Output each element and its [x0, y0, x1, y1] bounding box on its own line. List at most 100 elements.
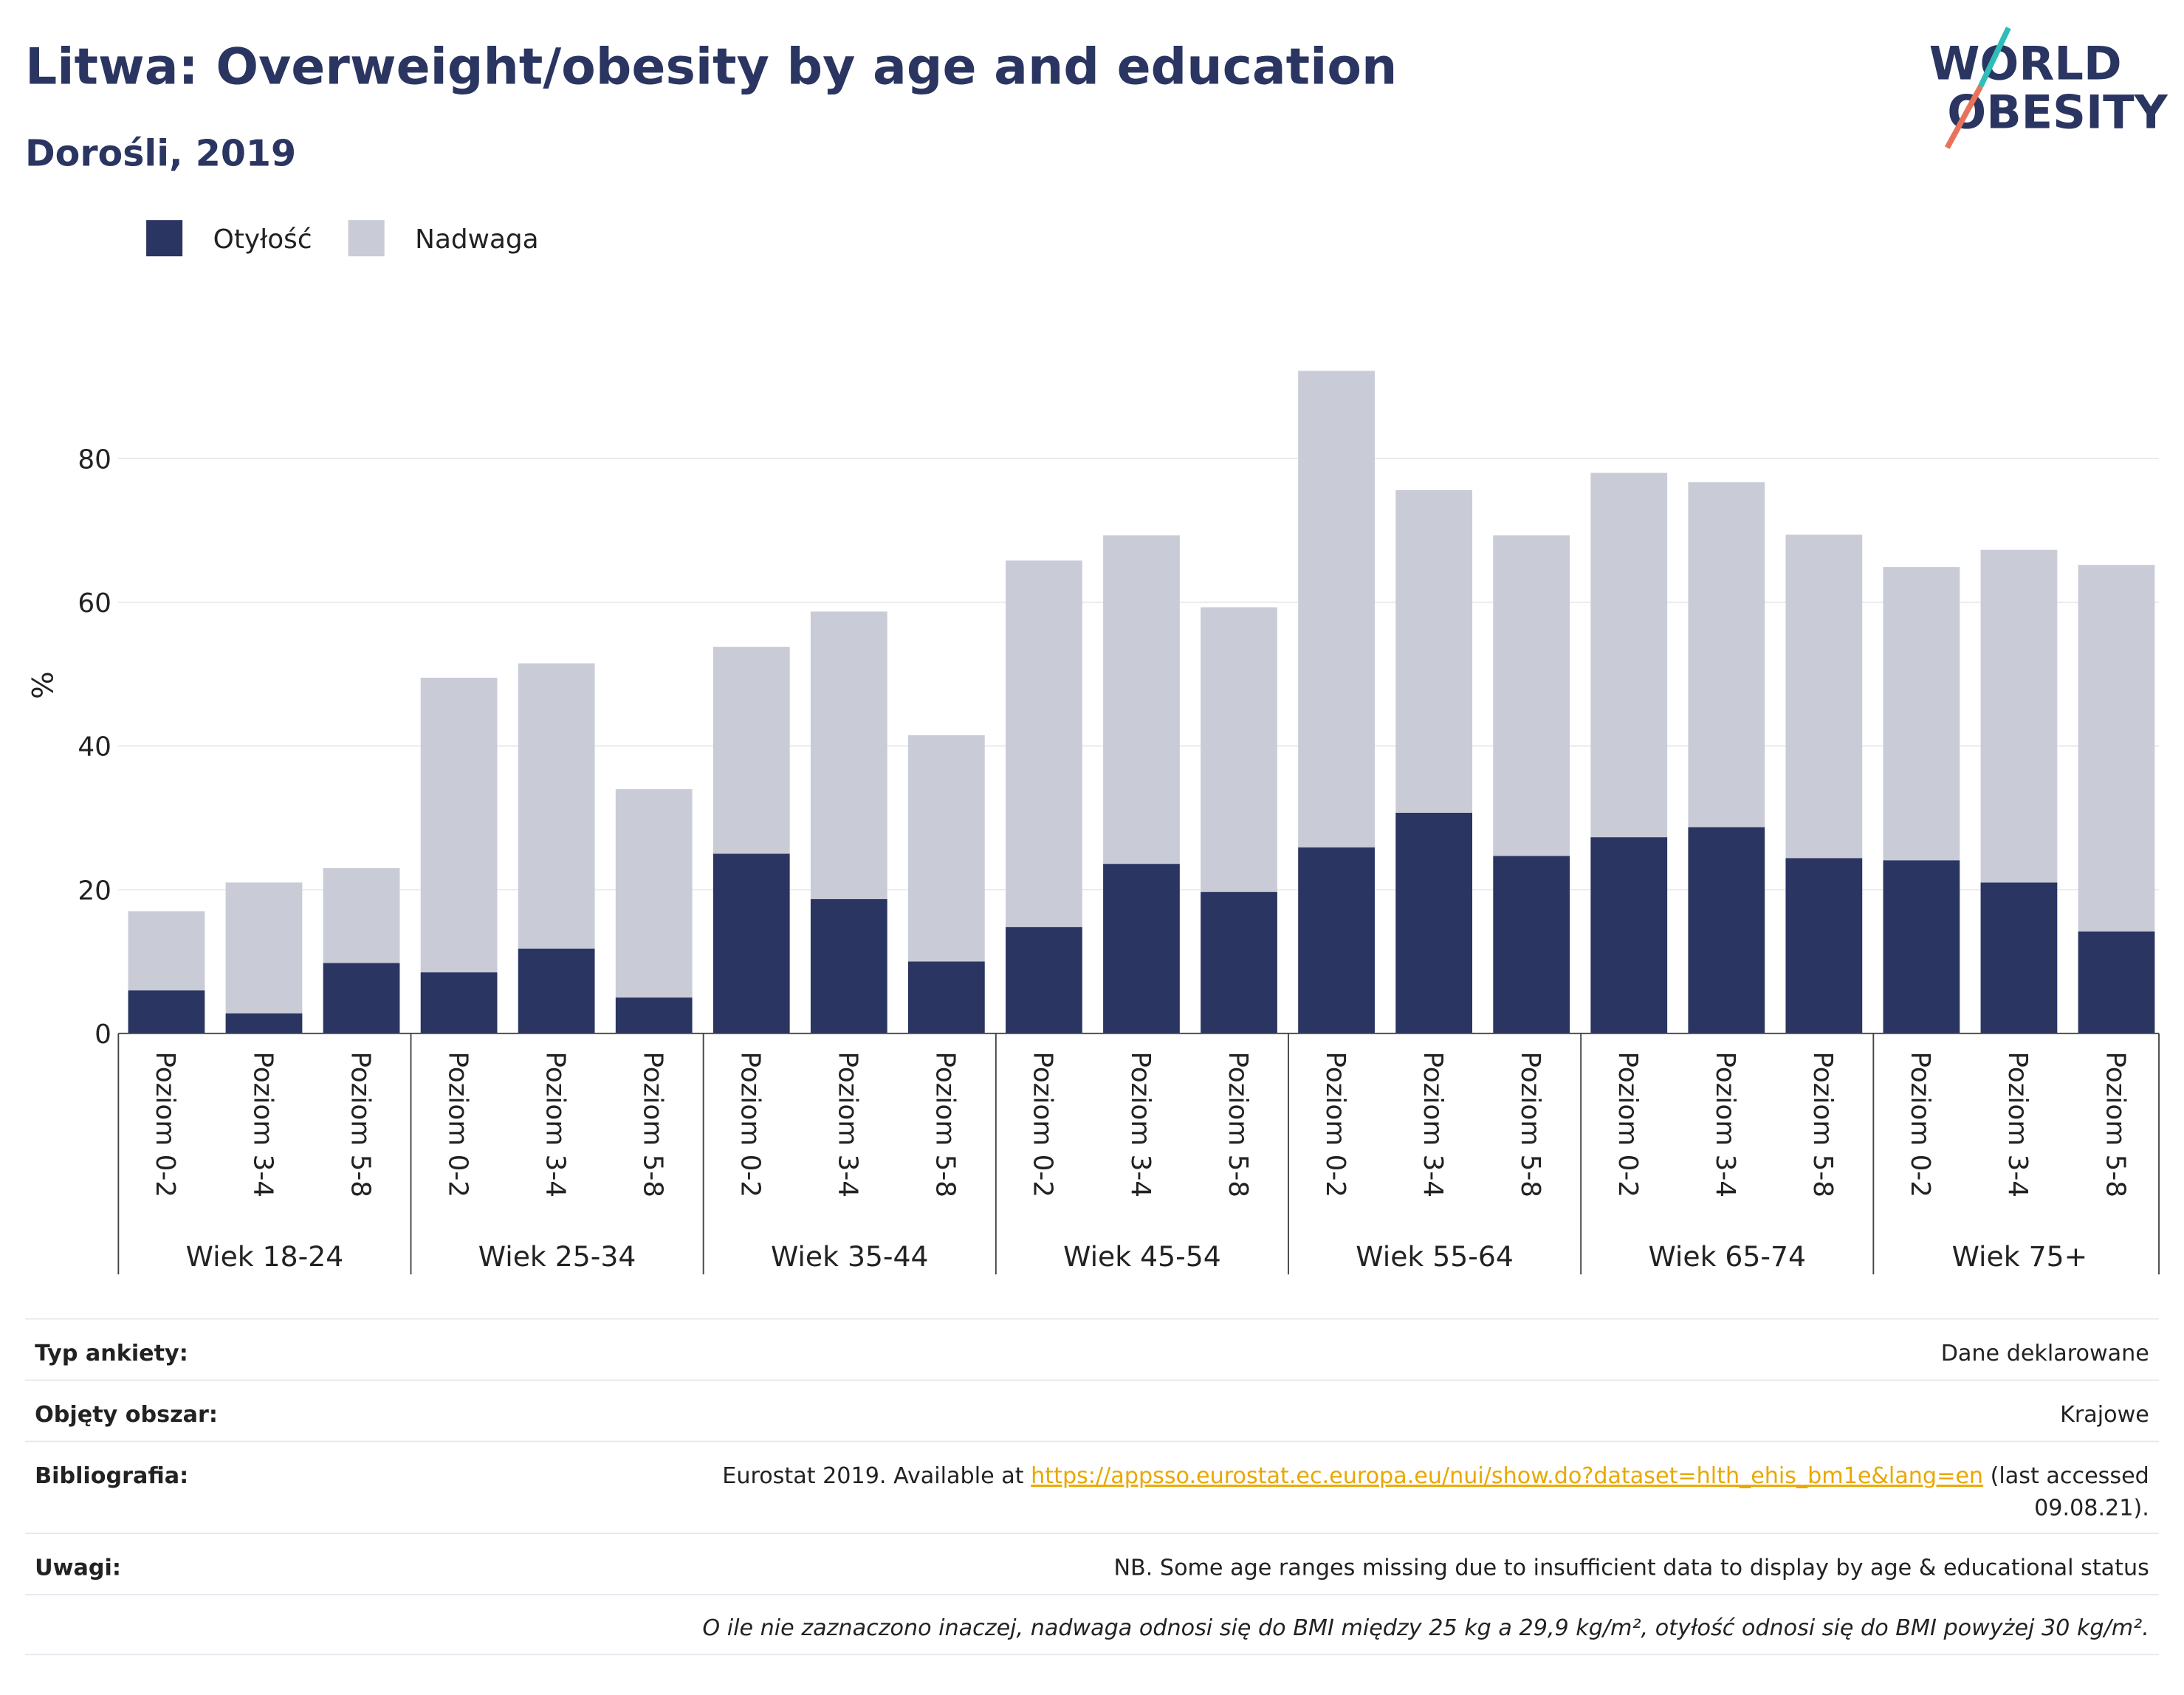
- bar-segment: [1883, 860, 1960, 1034]
- logo-text: WORLD: [1929, 37, 2122, 91]
- legend-label: Otyłość: [213, 224, 312, 255]
- x-tick-label: Poziom 5-8: [345, 1051, 375, 1197]
- group-label: Wiek 65-74: [1648, 1240, 1806, 1273]
- x-tick-label: Poziom 0-2: [1028, 1051, 1058, 1197]
- bar-segment: [128, 990, 205, 1034]
- row-label: Typ ankiety:: [35, 1341, 188, 1366]
- row-label: Uwagi:: [35, 1555, 121, 1581]
- legend: Otyłość Nadwaga: [146, 220, 539, 257]
- x-tick-label: Poziom 5-8: [637, 1051, 667, 1197]
- group-label: Wiek 35-44: [771, 1240, 929, 1273]
- bar-segment: [810, 898, 887, 1034]
- x-tick-label: Poziom 0-2: [1613, 1051, 1643, 1197]
- x-tick-label: Poziom 0-2: [442, 1051, 473, 1197]
- legend-swatch: [146, 220, 183, 257]
- x-tick-label: Poziom 3-4: [247, 1051, 278, 1197]
- bar-segment: [1395, 813, 1473, 1034]
- row-value: 09.08.21).: [2034, 1496, 2149, 1522]
- x-tick-label: Poziom 3-4: [540, 1051, 570, 1197]
- legend-swatch: [348, 220, 385, 257]
- bar-segment: [1785, 858, 1863, 1034]
- x-tick-label: Poziom 3-4: [1125, 1051, 1155, 1197]
- bar-segment: [420, 972, 498, 1034]
- row-value: Eurostat 2019. Available at https://apps…: [722, 1463, 2149, 1489]
- x-tick-label: Poziom 0-2: [1905, 1051, 1935, 1197]
- bar-segment: [2078, 931, 2155, 1034]
- bar-segment: [907, 735, 985, 962]
- logo-slash: [1944, 85, 1983, 149]
- x-tick-label: Poziom 5-8: [1223, 1051, 1253, 1197]
- definition: O ile nie zaznaczono inaczej, nadwaga od…: [702, 1615, 2149, 1641]
- logo-text: OBESITY: [1947, 86, 2168, 140]
- bar-segment: [1980, 882, 2058, 1034]
- bar-segment: [1590, 472, 1668, 838]
- bar-segment: [615, 997, 693, 1034]
- bar-segment: [712, 853, 790, 1034]
- y-tick-label: 40: [78, 732, 111, 763]
- y-tick-label: 60: [78, 588, 111, 619]
- y-tick-label: 20: [78, 876, 111, 906]
- legend-label: Nadwaga: [415, 224, 538, 255]
- x-tick-label: Poziom 0-2: [1320, 1051, 1350, 1197]
- x-tick-label: Poziom 0-2: [150, 1051, 180, 1197]
- row-value: Dane deklarowane: [1941, 1341, 2149, 1366]
- bar-segment: [1201, 607, 1277, 893]
- bar-segment: [1201, 892, 1277, 1034]
- bar-segment: [907, 961, 985, 1034]
- logo-slash: [1978, 27, 2011, 88]
- bar-segment: [1493, 535, 1570, 856]
- bar-segment: [518, 663, 595, 949]
- x-tick-label: Poziom 5-8: [1807, 1051, 1838, 1197]
- bar-segment: [1493, 856, 1570, 1034]
- bar-segment: [323, 963, 400, 1034]
- bar-segment: [615, 788, 693, 998]
- text: (last accessed: [1983, 1463, 2149, 1489]
- y-tick-label: 0: [95, 1020, 111, 1050]
- row-label: Objęty obszar:: [35, 1402, 218, 1428]
- bar-segment: [420, 678, 498, 973]
- group-label: Wiek 18-24: [186, 1240, 344, 1273]
- bar-segment: [1688, 482, 1765, 828]
- bar-segment: [810, 611, 887, 899]
- bar-segment: [1006, 926, 1082, 1034]
- bar-segment: [225, 882, 303, 1014]
- bar-segment: [1785, 534, 1863, 859]
- bar-segment: [1298, 371, 1375, 848]
- x-tick-label: Poziom 3-4: [2002, 1051, 2033, 1197]
- bar-segment: [518, 948, 595, 1034]
- bar-segment: [128, 911, 205, 991]
- footer: Typ ankiety: Dane deklarowane Objęty obs…: [24, 1318, 2160, 1656]
- bar-segment: [1298, 847, 1375, 1034]
- bar-segment: [2078, 565, 2155, 932]
- bar-segment: [1980, 549, 2058, 883]
- chart-title: Litwa: Overweight/obesity by age and edu…: [25, 38, 1397, 96]
- x-tick-label: Poziom 3-4: [1418, 1051, 1448, 1197]
- row-value: Krajowe: [2060, 1402, 2149, 1428]
- x-tick-label: Poziom 5-8: [2100, 1051, 2130, 1197]
- x-tick-label: Poziom 3-4: [1710, 1051, 1740, 1197]
- plot: 0 20 40 60 80 Poziom 0-2 Poziom 3-4 Poziom 5-8 P…: [78, 371, 2160, 1275]
- bar-segment: [1103, 864, 1180, 1034]
- row-label: Bibliografia:: [35, 1463, 188, 1489]
- y-axis-label: %: [27, 671, 61, 699]
- bar-segment: [1883, 567, 1960, 861]
- group-label: Wiek 55-64: [1356, 1240, 1514, 1273]
- text: Eurostat 2019. Available at: [722, 1463, 1031, 1489]
- logo: WORLD OBESITY: [1929, 27, 2168, 149]
- bar-segment: [323, 867, 400, 963]
- bar-segment: [1006, 560, 1082, 927]
- bar-segment: [1688, 827, 1765, 1034]
- link[interactable]: https://appsso.eurostat.ec.europa.eu/nui…: [1031, 1463, 1983, 1489]
- bar-segment: [712, 647, 790, 854]
- group-label: Wiek 45-54: [1063, 1240, 1221, 1273]
- x-tick-label: Poziom 3-4: [833, 1051, 863, 1197]
- x-tick-label: Poziom 5-8: [930, 1051, 961, 1197]
- group-label: Wiek 75+: [1952, 1240, 2088, 1273]
- x-tick-label: Poziom 0-2: [735, 1051, 766, 1197]
- x-tick-label: Poziom 5-8: [1515, 1051, 1545, 1197]
- group-label: Wiek 25-34: [478, 1240, 636, 1273]
- bar-segment: [1590, 837, 1668, 1034]
- bar-segment: [1395, 489, 1473, 814]
- chart-subtitle: Dorośli, 2019: [25, 132, 296, 175]
